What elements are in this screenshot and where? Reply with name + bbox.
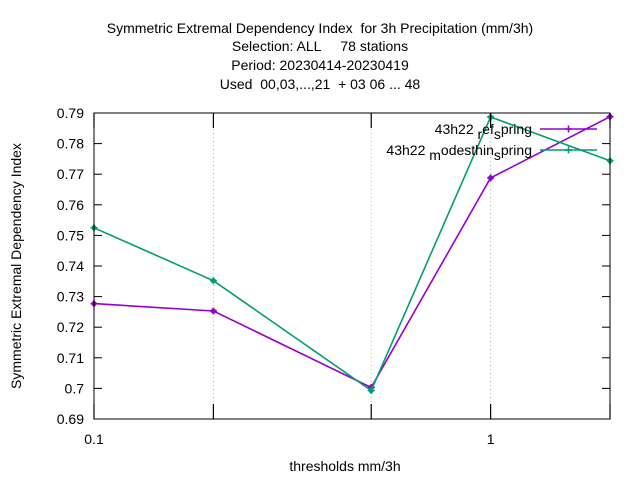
x-axis-label: thresholds mm/3h [289,458,400,474]
series-line-1 [93,115,611,389]
chart-title: Symmetric Extremal Dependency Index for … [106,20,534,36]
plot-frame [93,112,611,420]
y-tick-label: 0.7 [65,380,85,396]
legend-label-1: 43h22 refspring [435,121,532,142]
y-tick-label: 0.72 [57,319,84,335]
legend-label-2: 43h22 modesthinspring [386,142,532,163]
series-2-point-dot [368,387,374,394]
legend-marker-1 [565,125,572,133]
series-1-point-dot [210,308,216,314]
chart-subtitle-used: Used 00,03,...,21 + 03 06 ... 48 [219,76,421,92]
series-2-point-dot [210,278,216,284]
y-tick-label: 0.78 [57,136,84,152]
y-tick-label: 0.75 [57,227,84,243]
grid-layer [212,113,492,419]
y-tick-label: 0.79 [57,105,84,121]
y-tick-label: 0.69 [57,411,84,427]
y-tick-label: 0.74 [57,258,84,274]
series-1-point-dot [488,175,494,181]
legend-marker-2 [565,146,572,154]
chart-subtitle-period: Period: 20230414-20230419 [231,57,409,73]
tick-layer: 0.1 1 0.69 0.7 0.71 0.72 0.73 0.74 0.75 0.76 0.77 0… [57,105,611,447]
y-tick-label: 0.77 [57,166,84,182]
y-tick-label: 0.73 [57,289,84,305]
y-axis-label: Symmetric Extremal Dependency Index [8,143,24,389]
chart-subtitle-selection: Selection: ALL 78 stations [231,38,409,54]
series-layer [90,113,614,395]
y-tick-label: 0.71 [57,350,84,366]
y-tick-label: 0.76 [57,197,84,213]
x-tick-label: 0.1 [84,431,104,447]
series-line-2 [93,115,611,392]
x-tick-label: 1 [487,431,495,447]
